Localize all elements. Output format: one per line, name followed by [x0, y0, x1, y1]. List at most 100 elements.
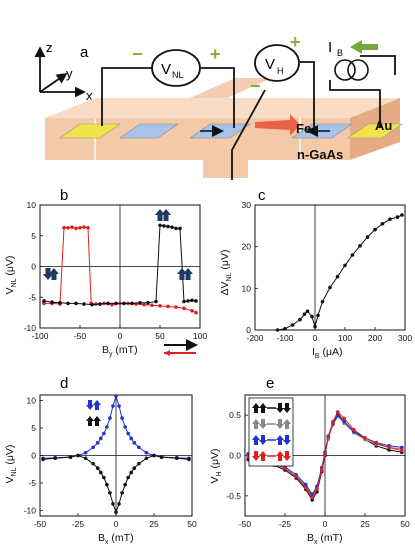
- data-point: [388, 217, 392, 221]
- sweep-down-head: [164, 350, 170, 356]
- panel-letter-b: b: [60, 187, 68, 204]
- data-point: [283, 466, 287, 471]
- data-point: [66, 301, 70, 306]
- data-point: [310, 314, 314, 319]
- y-tick-label: -5: [28, 292, 36, 302]
- data-point: [98, 302, 102, 306]
- data-point: [400, 213, 404, 217]
- data-point: [363, 435, 367, 440]
- x-axis-label: IB (μA): [312, 346, 343, 360]
- y-tick-label: 20: [242, 242, 252, 252]
- x-tick-label: 0: [118, 331, 123, 341]
- data-point: [137, 445, 141, 450]
- axis-x-label: x: [86, 88, 93, 103]
- data-point: [166, 304, 170, 309]
- x-tick-label: 0: [114, 519, 119, 529]
- data-point: [58, 300, 62, 305]
- data-point: [132, 466, 137, 470]
- data-point: [150, 303, 154, 308]
- y-tick-label: 10: [27, 200, 37, 210]
- y-tick-label: -0.5: [226, 491, 241, 501]
- data-point: [86, 225, 90, 230]
- data-point: [190, 298, 194, 303]
- data-point: [126, 475, 130, 480]
- data-point: [102, 475, 106, 480]
- x-tick-label: 25: [149, 519, 159, 529]
- data-point: [74, 301, 78, 306]
- data-point: [342, 419, 347, 424]
- series-line-0: [277, 214, 403, 331]
- x-tick-label: -25: [72, 519, 85, 529]
- panel-e-plot: e -50 -25 0 25 50 -0.5 0.0 0.5 Bx (mT) VH (μV): [209, 375, 410, 546]
- data-point: [123, 482, 127, 487]
- data-point: [182, 306, 186, 311]
- data-point: [290, 323, 295, 327]
- contacts: [59, 114, 403, 139]
- data-point: [95, 466, 100, 470]
- x-tick-label: 0: [323, 519, 328, 529]
- data-point: [68, 455, 73, 459]
- data-point: [174, 226, 178, 231]
- data-point: [129, 436, 133, 441]
- data-point: [99, 436, 103, 441]
- y-tick-label: 0.0: [229, 451, 241, 461]
- data-point: [395, 215, 400, 219]
- data-point: [82, 302, 86, 306]
- data-point: [90, 302, 94, 307]
- y-tick-label: -10: [24, 323, 37, 333]
- current-source-icon: I B: [328, 39, 378, 81]
- data-point: [76, 453, 80, 458]
- y-tick-label: -10: [24, 506, 37, 516]
- data-point: [194, 310, 198, 315]
- data-point: [178, 226, 182, 231]
- data-point: [108, 416, 112, 420]
- vnl-sub: NL: [172, 70, 184, 80]
- minus-sign-2: −: [250, 76, 261, 96]
- data-point: [190, 308, 194, 313]
- data-point: [374, 441, 379, 446]
- x-tick-label: 100: [338, 333, 352, 343]
- data-point: [105, 425, 109, 429]
- data-point: [62, 225, 66, 230]
- vnl-label: V: [161, 61, 171, 78]
- data-point: [137, 461, 141, 466]
- data-point: [326, 435, 331, 439]
- data-point: [120, 416, 124, 420]
- x-tick-label: -100: [31, 331, 48, 341]
- data-point: [365, 235, 370, 239]
- axis-z-label: z: [46, 40, 53, 55]
- data-point: [42, 301, 46, 306]
- data-point: [132, 441, 137, 445]
- y-tick-label: 10: [242, 283, 252, 293]
- x-axis-label: Bx (mT): [307, 532, 343, 546]
- legend-box: [248, 397, 294, 467]
- x-tick-label: 0: [313, 333, 318, 343]
- x-tick-label: 25: [360, 519, 370, 529]
- au-label: Au: [375, 118, 392, 133]
- data-point: [323, 452, 327, 457]
- spin-pair-icon-right: [177, 268, 193, 280]
- wires: [101, 55, 396, 180]
- data-point: [304, 485, 308, 490]
- vh-meter: V H: [254, 44, 300, 82]
- data-point: [114, 394, 118, 398]
- data-point: [144, 456, 149, 461]
- x-tick-label: 50: [187, 519, 197, 529]
- y-tick-label: 5: [31, 231, 36, 241]
- vnl-meter: V NL: [151, 49, 201, 87]
- data-point: [320, 468, 324, 472]
- fe-contact-1: [119, 123, 179, 139]
- x-tick-label: 300: [398, 333, 412, 343]
- data-point: [82, 225, 86, 229]
- data-point: [328, 285, 332, 290]
- current-arrow-icon: [255, 114, 300, 136]
- y-tick-label: 0: [31, 262, 36, 272]
- data-point: [91, 445, 95, 450]
- fe-label: Fe: [296, 121, 311, 136]
- x-tick-label: 200: [368, 333, 382, 343]
- data-point: [275, 328, 280, 332]
- au-contact-right: [347, 123, 403, 139]
- data-point: [154, 299, 158, 304]
